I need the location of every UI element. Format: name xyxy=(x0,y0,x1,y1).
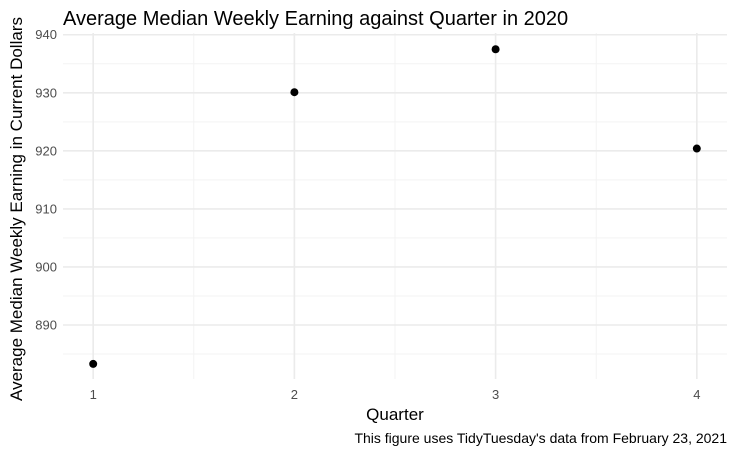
y-axis-tick-labels: 890 900 910 920 930 940 xyxy=(35,27,57,332)
data-point-q1 xyxy=(89,359,98,368)
x-tick-label: 3 xyxy=(492,387,499,402)
data-points xyxy=(89,45,701,368)
major-gridlines xyxy=(63,33,727,379)
y-tick-label: 930 xyxy=(35,85,57,100)
y-tick-label: 900 xyxy=(35,259,57,274)
x-tick-label: 2 xyxy=(291,387,298,402)
y-tick-label: 910 xyxy=(35,201,57,216)
y-tick-label: 940 xyxy=(35,27,57,42)
data-point-q3 xyxy=(491,45,500,54)
y-tick-label: 890 xyxy=(35,318,57,333)
x-axis-tick-labels: 1 2 3 4 xyxy=(90,387,701,402)
x-axis-title: Quarter xyxy=(366,405,424,424)
chart-caption: This figure uses TidyTuesday's data from… xyxy=(354,430,727,446)
x-tick-label: 1 xyxy=(90,387,97,402)
data-point-q2 xyxy=(290,88,299,97)
data-point-q4 xyxy=(692,144,701,153)
minor-gridlines xyxy=(63,33,727,379)
chart-title: Average Median Weekly Earning against Qu… xyxy=(63,8,568,30)
x-tick-label: 4 xyxy=(693,387,700,402)
y-tick-label: 920 xyxy=(35,143,57,158)
y-axis-title: Average Median Weekly Earning in Current… xyxy=(7,17,26,401)
